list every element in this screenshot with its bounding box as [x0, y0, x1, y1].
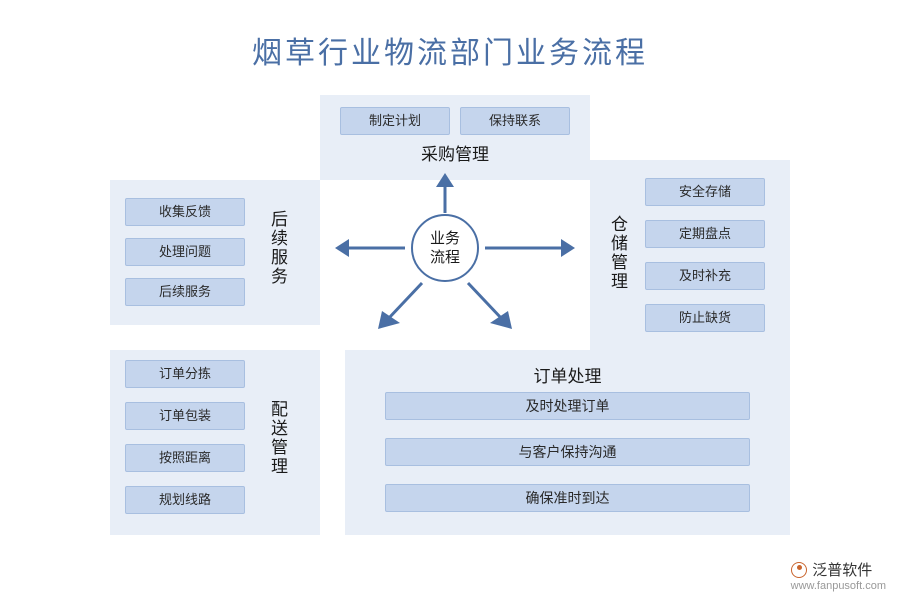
- item-contact: 保持联系: [460, 107, 570, 135]
- item-plan: 制定计划: [340, 107, 450, 135]
- panel-order: 订单处理 及时处理订单 与客户保持沟通 确保准时到达: [345, 350, 790, 535]
- panel-delivery: 订单分拣 订单包装 按照距离 规划线路 配送管理: [110, 350, 320, 535]
- item-communicate: 与客户保持沟通: [385, 438, 750, 466]
- item-sort: 订单分拣: [125, 360, 245, 388]
- item-feedback: 收集反馈: [125, 198, 245, 226]
- flowchart-diagram: 制定计划 保持联系 采购管理 收集反馈 处理问题 后续服务 后续服务 仓储管理 …: [110, 95, 790, 535]
- label-followup: 后续服务: [265, 210, 290, 286]
- center-node: 业务 流程: [411, 214, 479, 282]
- label-procurement: 采购管理: [320, 140, 590, 165]
- item-storage: 安全存储: [645, 178, 765, 206]
- item-distance: 按照距离: [125, 444, 245, 472]
- item-ontime: 确保准时到达: [385, 484, 750, 512]
- logo-icon: [791, 562, 807, 578]
- arrow-up-icon: [430, 173, 460, 215]
- item-problem: 处理问题: [125, 238, 245, 266]
- item-package: 订单包装: [125, 402, 245, 430]
- page-title: 烟草行业物流部门业务流程: [0, 0, 900, 72]
- footer-url: www.fanpusoft.com: [791, 580, 886, 592]
- item-replenish: 及时补充: [645, 262, 765, 290]
- arrow-right-icon: [483, 233, 575, 263]
- arrow-downright-icon: [458, 275, 518, 335]
- footer: 泛普软件 www.fanpusoft.com: [791, 559, 886, 592]
- item-route: 规划线路: [125, 486, 245, 514]
- label-delivery: 配送管理: [265, 400, 290, 476]
- item-process-order: 及时处理订单: [385, 392, 750, 420]
- footer-brand: 泛普软件: [812, 562, 872, 579]
- panel-warehouse: 仓储管理 安全存储 定期盘点 及时补充 防止缺货: [590, 160, 790, 355]
- item-service: 后续服务: [125, 278, 245, 306]
- panel-followup: 收集反馈 处理问题 后续服务 后续服务: [110, 180, 320, 325]
- item-inventory: 定期盘点: [645, 220, 765, 248]
- item-stockout: 防止缺货: [645, 304, 765, 332]
- panel-procurement: 制定计划 保持联系 采购管理: [320, 95, 590, 180]
- arrow-left-icon: [335, 233, 407, 263]
- center-label: 业务 流程: [430, 229, 460, 268]
- label-warehouse: 仓储管理: [605, 215, 630, 291]
- arrow-downleft-icon: [372, 275, 432, 335]
- label-order: 订单处理: [345, 362, 790, 387]
